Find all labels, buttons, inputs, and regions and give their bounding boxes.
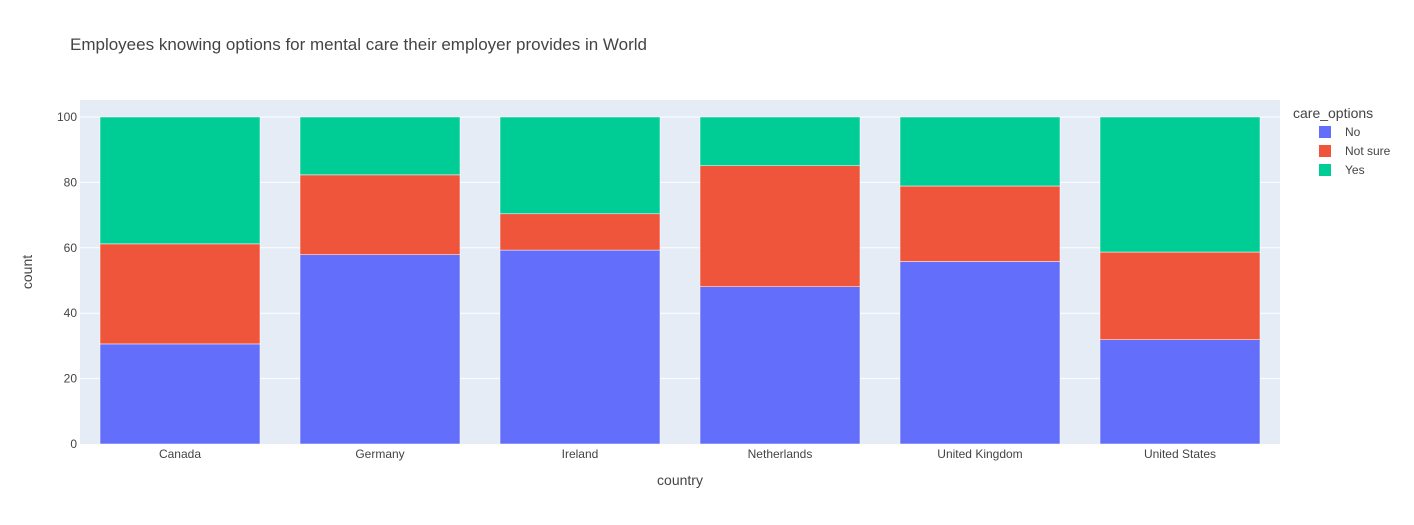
legend-swatch (1319, 126, 1331, 138)
bar-no (1099, 339, 1261, 445)
bar-yes (699, 116, 861, 166)
legend-swatch (1319, 164, 1331, 176)
grid-lines (80, 116, 1280, 380)
bar-yes (899, 116, 1061, 187)
x-axis-ticks: Canada Germany Ireland Netherlands United Ki… (159, 447, 1216, 461)
y-tick-label: 20 (64, 372, 78, 386)
y-tick-label: 40 (64, 306, 78, 320)
bar-not-sure (1099, 251, 1261, 340)
bar-not-sure (699, 165, 861, 287)
bar-yes (299, 116, 461, 176)
y-tick-label: 60 (64, 241, 78, 255)
x-tick-label: Netherlands (748, 447, 813, 461)
bar-yes (99, 116, 261, 245)
legend-item-label: No (1345, 125, 1361, 139)
bar-no (899, 261, 1061, 445)
legend-title: care_options (1293, 105, 1373, 121)
legend-item-label: Yes (1345, 163, 1365, 177)
bar-no (99, 343, 261, 445)
bar-yes (499, 116, 661, 215)
bar-no (699, 286, 861, 445)
legend: care_options No Not sure Yes (1293, 105, 1391, 177)
legend-item-label: Not sure (1345, 144, 1391, 158)
x-tick-label: Ireland (562, 447, 599, 461)
bar-not-sure (499, 213, 661, 251)
y-axis-title: count (19, 255, 35, 289)
bar-not-sure (99, 243, 261, 345)
bar-yes (1099, 116, 1261, 253)
x-tick-label: United Kingdom (937, 447, 1022, 461)
bar-no (299, 254, 461, 445)
x-tick-label: Germany (355, 447, 404, 461)
x-tick-label: United States (1144, 447, 1216, 461)
x-tick-label: Canada (159, 447, 201, 461)
legend-swatch (1319, 145, 1331, 157)
chart-title: Employees knowing options for mental car… (70, 35, 647, 54)
y-tick-label: 100 (57, 110, 77, 124)
x-axis-title: country (657, 472, 703, 488)
bar-no (499, 249, 661, 445)
y-tick-label: 80 (64, 175, 78, 189)
y-axis-ticks: 0 20 40 60 80 100 (57, 110, 77, 451)
y-tick-label: 0 (70, 437, 77, 451)
plot-background (80, 100, 1280, 444)
bar-not-sure (899, 185, 1061, 262)
bars (99, 116, 1261, 445)
bar-not-sure (299, 174, 461, 255)
